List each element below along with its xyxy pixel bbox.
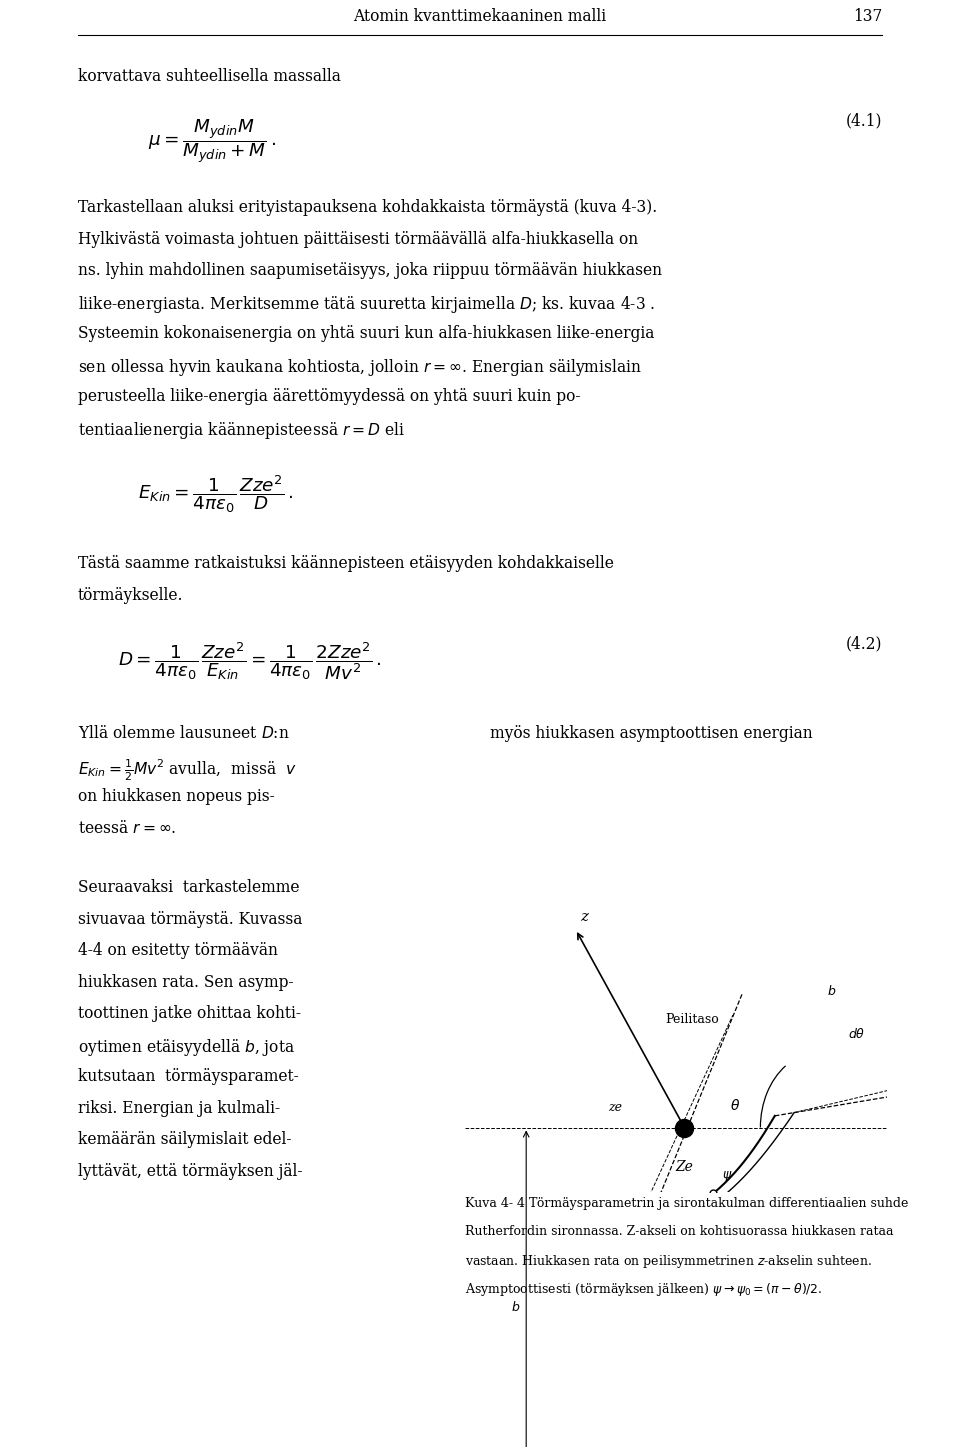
Text: Rutherfordin sironnassa. Z-akseli on kohtisuorassa hiukkasen rataa: Rutherfordin sironnassa. Z-akseli on koh…: [465, 1226, 894, 1239]
Text: liike-energiasta. Merkitsemme tätä suuretta kirjaimella $D$; ks. kuvaa 4-3 .: liike-energiasta. Merkitsemme tätä suure…: [78, 294, 656, 315]
Text: (4.2): (4.2): [846, 635, 882, 653]
Text: 137: 137: [852, 9, 882, 25]
Text: Systeemin kokonaisenergia on yhtä suuri kun alfa-hiukkasen liike-energia: Systeemin kokonaisenergia on yhtä suuri …: [78, 326, 655, 343]
Text: perusteella liike-energia äärettömyydessä on yhtä suuri kuin po-: perusteella liike-energia äärettömyydess…: [78, 388, 581, 405]
Text: $\mu = \dfrac{M_{ydin}M}{M_{ydin}+M}\,.$: $\mu = \dfrac{M_{ydin}M}{M_{ydin}+M}\,.$: [148, 117, 276, 165]
Text: teessä $r=\infty$.: teessä $r=\infty$.: [78, 820, 177, 836]
Text: vastaan. Hiukkasen rata on peilisymmetrinen $z$-akselin suhteen.: vastaan. Hiukkasen rata on peilisymmetri…: [465, 1253, 872, 1270]
Text: myös hiukkasen asymptoottisen energian: myös hiukkasen asymptoottisen energian: [490, 725, 812, 742]
Text: z: z: [580, 910, 588, 925]
Text: kemäärän säilymislait edel-: kemäärän säilymislait edel-: [78, 1132, 292, 1149]
Text: on hiukkasen nopeus pis-: on hiukkasen nopeus pis-: [78, 789, 275, 806]
Text: $E_{Kin}=\frac{1}{2}Mv^2$ avulla,  missä  $v$: $E_{Kin}=\frac{1}{2}Mv^2$ avulla, missä …: [78, 757, 297, 783]
Text: (4.1): (4.1): [846, 113, 882, 129]
Text: Asymptoottisesti (törmäyksen jälkeen) $\psi \to \psi_0 = (\pi - \theta)/2$.: Asymptoottisesti (törmäyksen jälkeen) $\…: [465, 1281, 823, 1298]
Text: kutsutaan  törmäysparamet-: kutsutaan törmäysparamet-: [78, 1068, 299, 1085]
Text: Ze: Ze: [676, 1159, 693, 1174]
Text: Peilitaso: Peilitaso: [665, 1013, 719, 1026]
Text: $D = \dfrac{1}{4\pi\varepsilon_0}\,\dfrac{Zze^2}{E_{Kin}} = \dfrac{1}{4\pi\varep: $D = \dfrac{1}{4\pi\varepsilon_0}\,\dfra…: [118, 641, 382, 683]
Text: korvattava suhteellisella massalla: korvattava suhteellisella massalla: [78, 68, 341, 85]
Text: hiukkasen rata. Sen asymp-: hiukkasen rata. Sen asymp-: [78, 974, 294, 991]
Text: Tarkastellaan aluksi erityistapauksena kohdakkaista törmäystä (kuva 4-3).: Tarkastellaan aluksi erityistapauksena k…: [78, 200, 658, 217]
Text: Yllä olemme lausuneet $D$:n: Yllä olemme lausuneet $D$:n: [78, 725, 290, 742]
Text: toottinen jatke ohittaa kohti-: toottinen jatke ohittaa kohti-: [78, 1006, 301, 1023]
Text: $b$: $b$: [511, 1299, 520, 1314]
Text: $\psi$: $\psi$: [722, 1169, 732, 1182]
Text: $E_{Kin} = \dfrac{1}{4\pi\varepsilon_0}\,\dfrac{Zze^2}{D}\,.$: $E_{Kin} = \dfrac{1}{4\pi\varepsilon_0}\…: [138, 473, 294, 515]
Text: sen ollessa hyvin kaukana kohtiosta, jolloin $r=\infty$. Energian säilymislain: sen ollessa hyvin kaukana kohtiosta, jol…: [78, 357, 642, 378]
Text: $b$: $b$: [827, 984, 836, 997]
Text: Kuva 4- 4 Törmäysparametrin ja sirontakulman differentiaalien suhde: Kuva 4- 4 Törmäysparametrin ja sirontaku…: [465, 1197, 908, 1210]
Text: $d\theta$: $d\theta$: [848, 1026, 865, 1040]
Text: riksi. Energian ja kulmali-: riksi. Energian ja kulmali-: [78, 1100, 280, 1117]
Text: Hylkivästä voimasta johtuen päittäisesti törmäävällä alfa-hiukkasella on: Hylkivästä voimasta johtuen päittäisesti…: [78, 232, 638, 247]
Text: Tästä saamme ratkaistuksi käännepisteen etäisyyden kohdakkaiselle: Tästä saamme ratkaistuksi käännepisteen …: [78, 556, 613, 573]
Text: lyttävät, että törmäyksen jäl-: lyttävät, että törmäyksen jäl-: [78, 1163, 302, 1179]
Text: $\theta$: $\theta$: [730, 1098, 740, 1114]
Text: sivuavaa törmäystä. Kuvassa: sivuavaa törmäystä. Kuvassa: [78, 912, 302, 928]
Text: oytimen etäisyydellä $b$, jota: oytimen etäisyydellä $b$, jota: [78, 1037, 295, 1058]
Text: Seuraavaksi  tarkastelemme: Seuraavaksi tarkastelemme: [78, 880, 300, 897]
Text: törmäykselle.: törmäykselle.: [78, 587, 183, 603]
Text: ze: ze: [609, 1101, 622, 1114]
Text: Atomin kvanttimekaaninen malli: Atomin kvanttimekaaninen malli: [353, 9, 607, 25]
Text: tentiaalienergia käännepisteessä $r=D$ eli: tentiaalienergia käännepisteessä $r=D$ e…: [78, 420, 405, 441]
Text: ns. lyhin mahdollinen saapumisetäisyys, joka riippuu törmäävän hiukkasen: ns. lyhin mahdollinen saapumisetäisyys,…: [78, 262, 662, 279]
Text: 4-4 on esitetty törmäävän: 4-4 on esitetty törmäävän: [78, 942, 277, 959]
